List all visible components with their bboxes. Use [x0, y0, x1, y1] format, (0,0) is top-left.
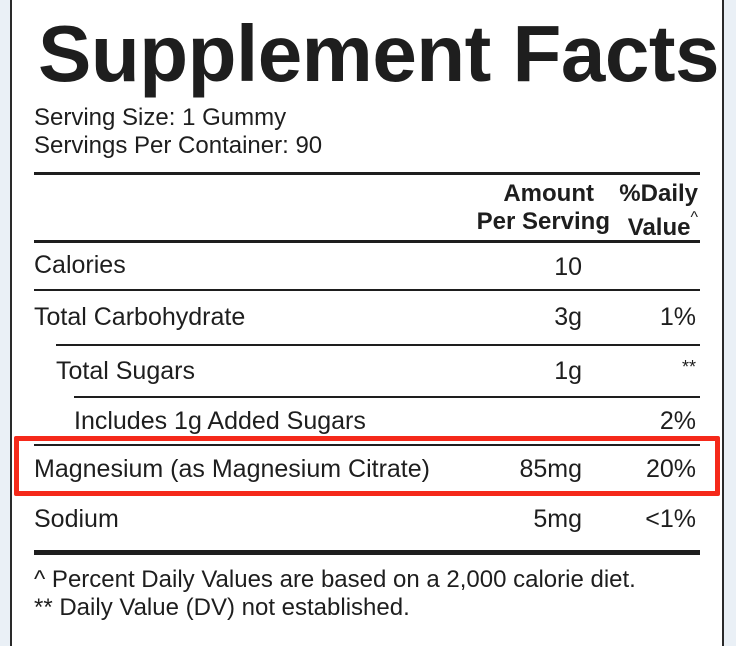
- serving-size: Serving Size: 1 Gummy: [34, 104, 287, 131]
- row-calories-amount: 10: [554, 253, 582, 281]
- row-sodium-dv: <1%: [645, 505, 696, 533]
- footnote-percent-dv: ^ Percent Daily Values are based on a 2,…: [34, 566, 636, 593]
- row-added-sugars-label: Includes 1g Added Sugars: [74, 407, 366, 435]
- header-divider: [34, 240, 700, 243]
- row-calories-label: Calories: [34, 251, 126, 279]
- row-sugars-label: Total Sugars: [56, 357, 195, 385]
- row-sugars-dv: **: [681, 357, 696, 377]
- caret-mark: ^: [690, 209, 698, 226]
- amount-header-line2: Per Serving: [476, 208, 610, 235]
- row-added-sugars-dv: 2%: [659, 407, 696, 435]
- servings-per-container: Servings Per Container: 90: [34, 132, 323, 159]
- row-divider: [56, 344, 700, 346]
- supplement-facts-label: Supplement Facts Serving Size: 1 Gummy S…: [10, 0, 724, 646]
- row-carbohydrate-dv: 1%: [659, 303, 696, 331]
- label-title: Supplement Facts: [38, 9, 720, 98]
- row-divider: [34, 444, 700, 446]
- row-sodium-label: Sodium: [34, 505, 119, 533]
- dv-header-line2: Value^: [627, 209, 698, 241]
- bottom-thick-divider: [34, 550, 700, 555]
- dv-header-line1: %Daily: [619, 180, 698, 207]
- row-divider: [34, 289, 700, 291]
- footnote-dv-not-established: ** Daily Value (DV) not established.: [34, 594, 410, 621]
- row-magnesium-amount: 85mg: [519, 455, 582, 483]
- row-magnesium-label: Magnesium (as Magnesium Citrate): [34, 455, 430, 483]
- magnesium-highlight-box: [14, 436, 720, 496]
- row-divider: [74, 396, 700, 398]
- amount-header-line1: Amount: [503, 180, 594, 207]
- row-magnesium-dv: 20%: [645, 455, 696, 483]
- row-sugars-amount: 1g: [554, 357, 582, 385]
- row-sodium-amount: 5mg: [533, 505, 582, 533]
- row-carbohydrate-label: Total Carbohydrate: [34, 303, 246, 331]
- row-carbohydrate-amount: 3g: [554, 303, 582, 331]
- thick-divider: [34, 172, 700, 175]
